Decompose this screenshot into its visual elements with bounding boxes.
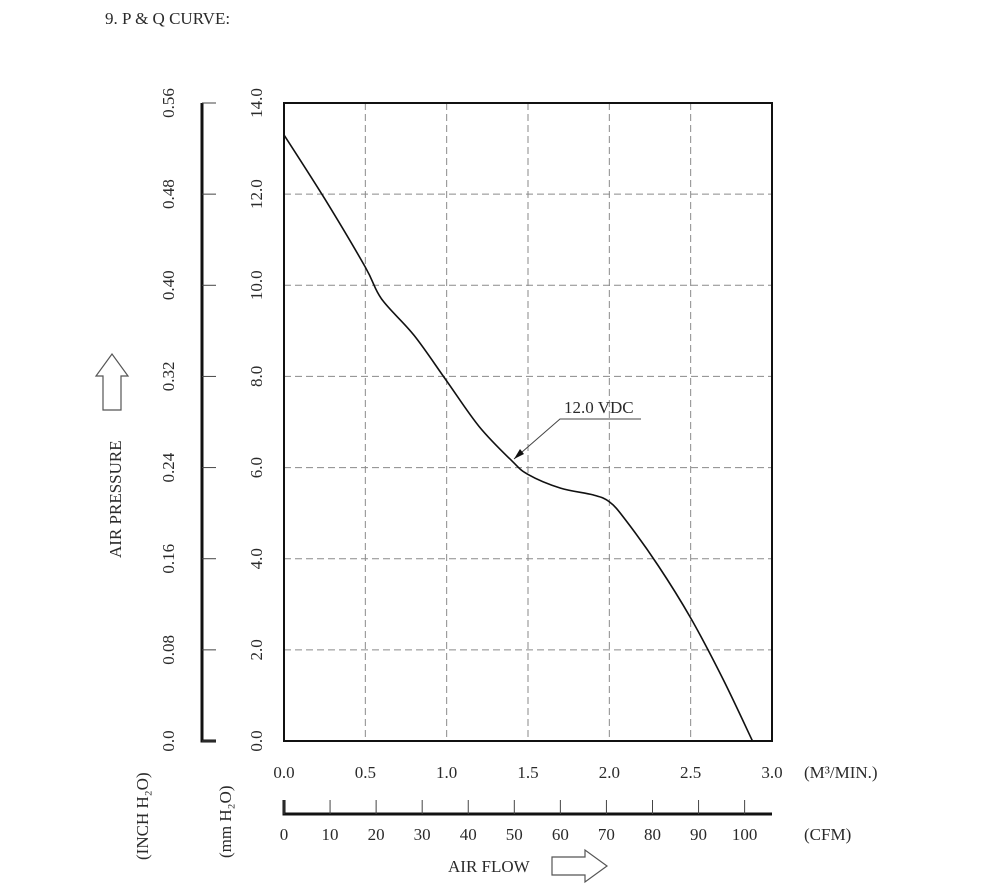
inch-axis-bar <box>200 103 216 743</box>
y-tick-mmh2o: 0.0 <box>247 730 266 751</box>
x-tick-m3min: 3.0 <box>761 763 782 782</box>
grid-lines <box>284 103 772 741</box>
air-flow-arrow-icon <box>551 848 609 884</box>
y-tick-inchh2o: 0.08 <box>159 635 178 665</box>
x-tick-cfm: 0 <box>280 825 289 844</box>
x-tick-cfm: 50 <box>506 825 523 844</box>
y-tick-inchh2o: 0.24 <box>159 452 178 482</box>
y-axis-title: AIR PRESSURE <box>106 440 125 558</box>
y-unit-mm-label: (mm H₂O) <box>216 786 235 859</box>
x-tick-m3min: 0.0 <box>273 763 294 782</box>
x-tick-cfm: 90 <box>690 825 707 844</box>
x-axis-title: AIR FLOW <box>448 857 531 876</box>
y-tick-mmh2o: 2.0 <box>247 639 266 660</box>
x-tick-m3min: 2.0 <box>599 763 620 782</box>
y-tick-mmh2o: 8.0 <box>247 366 266 387</box>
series-curves <box>283 134 754 742</box>
x-tick-m3min: 1.0 <box>436 763 457 782</box>
x-unit-label: (M³/MIN.) <box>804 763 878 782</box>
series-label-12vdc: 12.0 VDC <box>564 398 634 417</box>
x-tick-cfm: 80 <box>644 825 661 844</box>
y-tick-mmh2o: 14.0 <box>247 88 266 118</box>
x-tick-cfm: 70 <box>598 825 615 844</box>
y-tick-mmh2o: 6.0 <box>247 457 266 478</box>
y-tick-inchh2o: 0.56 <box>159 88 178 118</box>
y-tick-inchh2o: 0.16 <box>159 544 178 574</box>
air-pressure-arrow-icon <box>94 352 130 411</box>
y-unit-inch-label: (INCH H₂O) <box>133 772 152 860</box>
x-tick-cfm: 60 <box>552 825 569 844</box>
annotation-arrowhead <box>514 449 524 459</box>
y-tick-inchh2o: 0.40 <box>159 270 178 300</box>
x-tick-cfm: 40 <box>460 825 477 844</box>
y-tick-inchh2o: 0.32 <box>159 362 178 392</box>
y-tick-mmh2o: 4.0 <box>247 548 266 569</box>
series-line-12vdc <box>283 134 754 742</box>
x-tick-m3min: 0.5 <box>355 763 376 782</box>
x-cfm-label: (CFM) <box>804 825 851 844</box>
y-tick-mmh2o: 12.0 <box>247 179 266 209</box>
y-tick-inchh2o: 0.48 <box>159 179 178 209</box>
annotation-leader <box>513 418 641 460</box>
plot-frame <box>283 102 773 742</box>
x-tick-cfm: 20 <box>368 825 385 844</box>
page-heading: 9. P & Q CURVE: <box>105 9 230 28</box>
y-tick-inchh2o: 0.0 <box>159 730 178 751</box>
tick-labels: 0.0 0.5 1.0 1.5 2.0 2.5 3.0 0.0 2.0 4.0 6.0 8.0 10.0… <box>159 88 783 844</box>
x-tick-cfm: 100 <box>732 825 758 844</box>
x-tick-m3min: 1.5 <box>517 763 538 782</box>
x-tick-m3min: 2.5 <box>680 763 701 782</box>
y-tick-mmh2o: 10.0 <box>247 270 266 300</box>
x-tick-cfm: 30 <box>414 825 431 844</box>
x-tick-cfm: 10 <box>322 825 339 844</box>
